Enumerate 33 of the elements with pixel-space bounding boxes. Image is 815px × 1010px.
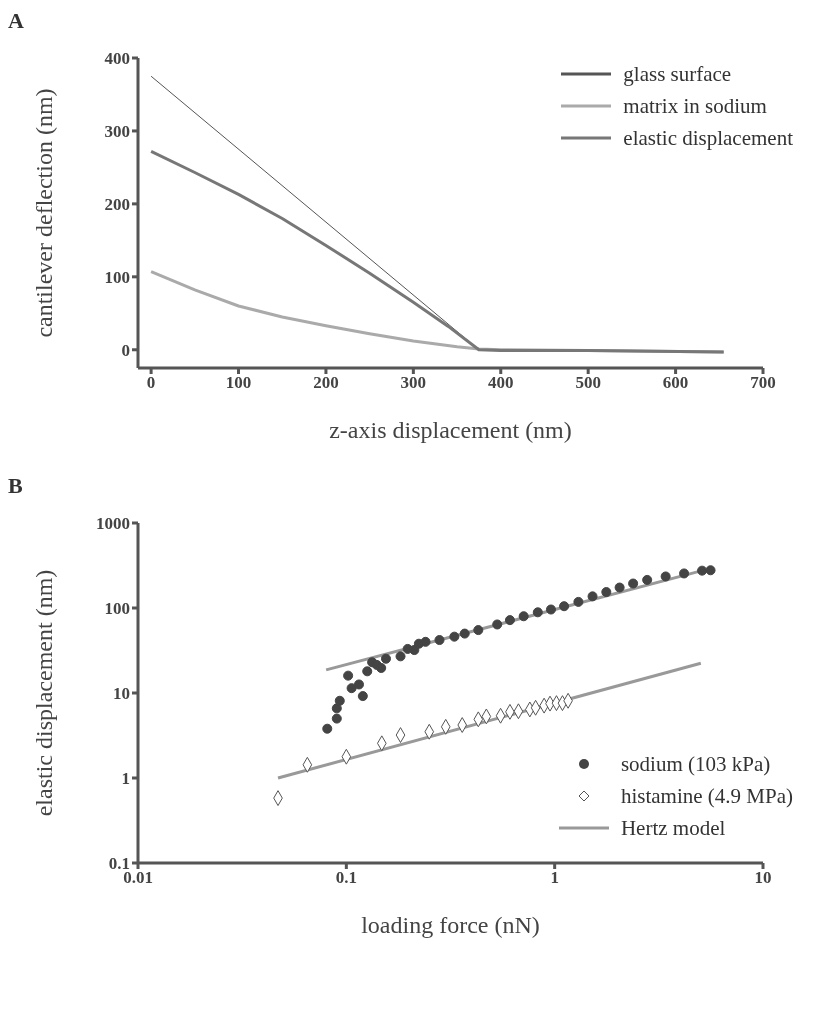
legend-label: sodium (103 kPa) — [620, 751, 771, 778]
y-tick-label: 400 — [104, 49, 130, 69]
x-tick-label: 0.1 — [335, 868, 357, 888]
x-tick-label: 600 — [662, 373, 689, 393]
legend-label: histamine (4.9 MPa) — [620, 783, 793, 810]
x-axis-title: z-axis displacement (nm) — [329, 417, 572, 443]
x-tick-label: 500 — [575, 373, 601, 393]
y-tick-label: 200 — [104, 194, 130, 214]
legend-label: matrix in sodium — [623, 93, 767, 120]
x-tick-label: 300 — [400, 373, 427, 393]
y-axis-title: elastic displacement (nm) — [30, 569, 57, 817]
y-tick-label: 100 — [104, 267, 130, 287]
legend-label: Hertz model — [620, 815, 726, 842]
legend-label: glass surface — [623, 61, 732, 88]
x-tick-label: 200 — [313, 373, 339, 393]
y-tick-label: 10 — [113, 684, 130, 704]
y-tick-label: 1 — [121, 769, 130, 789]
x-tick-label: 400 — [488, 373, 514, 393]
y-tick-label: 1000 — [96, 514, 130, 534]
x-axis-title: loading force (nN) — [361, 912, 540, 938]
y-tick-label: 100 — [104, 599, 130, 619]
chart-title: B — [8, 473, 24, 500]
y-tick-label: 0 — [121, 340, 130, 360]
x-tick-label: 0 — [146, 373, 156, 393]
legend-label: elastic displacement — [623, 125, 793, 152]
y-tick-label: 300 — [104, 121, 130, 141]
x-tick-label: 700 — [750, 373, 776, 393]
x-tick-label: 0.01 — [123, 868, 153, 888]
x-tick-label: 1 — [550, 868, 559, 888]
x-tick-label: 100 — [225, 373, 252, 393]
chart-title: A — [8, 8, 25, 35]
x-tick-label: 10 — [754, 868, 772, 888]
y-axis-title: cantilever deflection (nm) — [30, 88, 57, 338]
